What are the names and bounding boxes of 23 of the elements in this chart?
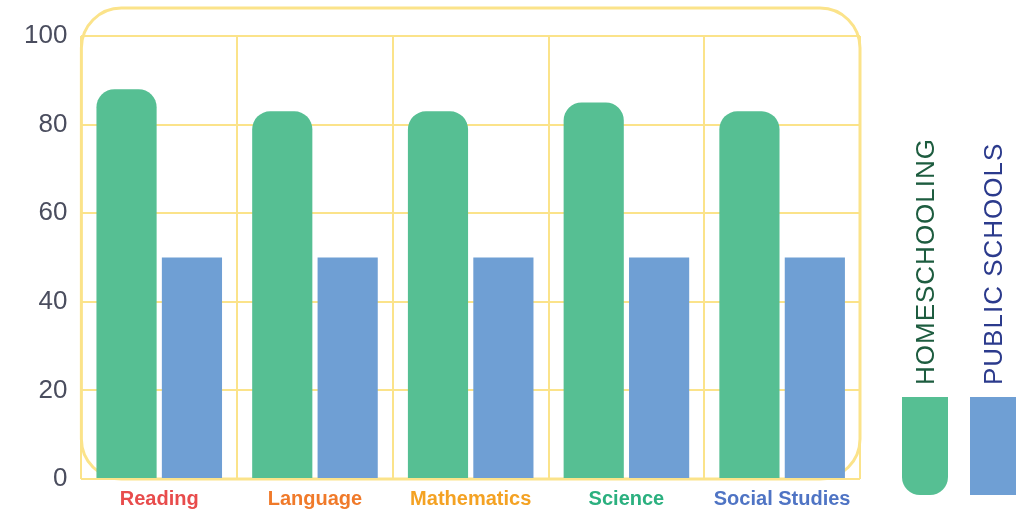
bar xyxy=(317,257,378,478)
bar xyxy=(161,257,223,478)
x-tick-label: Science xyxy=(588,486,665,509)
bar xyxy=(784,257,845,478)
text: PUBLIC SCHOOLS xyxy=(977,141,1009,385)
y-tick-label: 100 xyxy=(23,19,68,50)
x-tick-label: Language xyxy=(267,486,363,509)
bar xyxy=(407,111,469,478)
bar xyxy=(563,102,624,478)
bar xyxy=(96,89,157,478)
text: HOMESCHOOLING xyxy=(909,136,941,385)
y-tick-label: 60 xyxy=(38,196,68,227)
x-tick-label: Mathematics xyxy=(410,486,532,509)
x-tick-label: Social Studies xyxy=(713,486,851,509)
bar xyxy=(252,111,313,478)
y-tick-label: 0 xyxy=(52,462,68,493)
bar xyxy=(629,257,690,478)
x-tick-label: Reading xyxy=(119,486,199,509)
bar xyxy=(719,111,780,478)
bar xyxy=(473,257,534,478)
y-tick-label: 20 xyxy=(38,373,68,404)
y-tick-label: 80 xyxy=(38,107,68,138)
y-tick-label: 40 xyxy=(38,284,68,315)
